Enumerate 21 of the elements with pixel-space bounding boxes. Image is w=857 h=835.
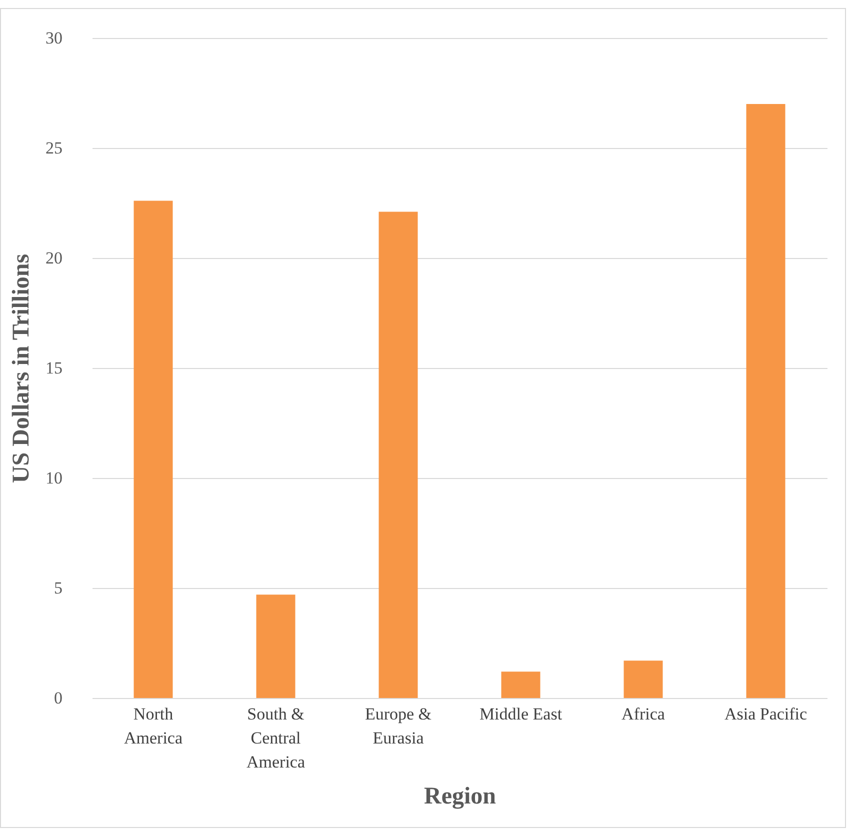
x-tick-label: North America — [124, 704, 183, 748]
bar — [624, 660, 663, 698]
x-tick-label: Asia Pacific — [724, 704, 808, 724]
y-tick-label: 30 — [46, 28, 62, 48]
x-tick-label: Europe & Eurasia — [364, 704, 432, 748]
y-tick-label: 15 — [46, 358, 62, 378]
bar — [256, 594, 296, 698]
bar — [746, 104, 786, 698]
y-axis-title: US Dollars in Trillions — [8, 254, 34, 484]
y-tick-label: 25 — [46, 138, 62, 158]
x-tick-label: Africa — [622, 704, 666, 724]
x-tick-label: Middle East — [479, 704, 562, 724]
y-tick-label: 10 — [46, 468, 62, 488]
x-tick-label: South & Central America — [246, 704, 306, 772]
bar — [134, 200, 173, 698]
y-tick-label: 20 — [46, 248, 62, 268]
bar — [501, 672, 540, 698]
bar — [378, 212, 418, 698]
y-tick-label: 0 — [54, 688, 62, 708]
x-axis-title: Region — [424, 784, 496, 810]
y-tick-label: 5 — [54, 578, 62, 598]
